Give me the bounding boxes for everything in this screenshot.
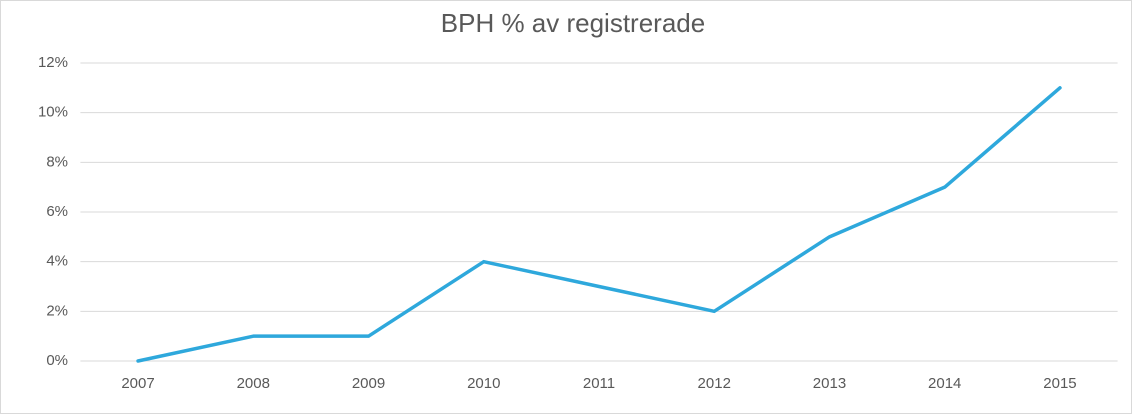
y-tick-label: 2%	[46, 302, 68, 319]
x-tick-label: 2012	[698, 375, 731, 392]
x-tick-label: 2007	[121, 375, 154, 392]
x-tick-label: 2011	[583, 375, 615, 392]
y-tick-label: 6%	[46, 203, 68, 220]
y-tick-label: 0%	[46, 352, 68, 369]
x-tick-label: 2014	[928, 375, 961, 392]
x-tick-label: 2015	[1043, 375, 1076, 392]
x-tick-label: 2008	[237, 375, 270, 392]
y-tick-label: 10%	[38, 104, 68, 121]
y-tick-label: 12%	[38, 54, 68, 71]
x-tick-label: 2010	[467, 375, 500, 392]
x-tick-label: 2009	[352, 375, 385, 392]
y-tick-label: 4%	[46, 253, 68, 270]
chart-title: BPH % av registrerade	[441, 8, 705, 38]
y-tick-label: 8%	[46, 153, 68, 170]
data-line	[136, 86, 1062, 363]
x-tick-label: 2013	[813, 375, 846, 392]
